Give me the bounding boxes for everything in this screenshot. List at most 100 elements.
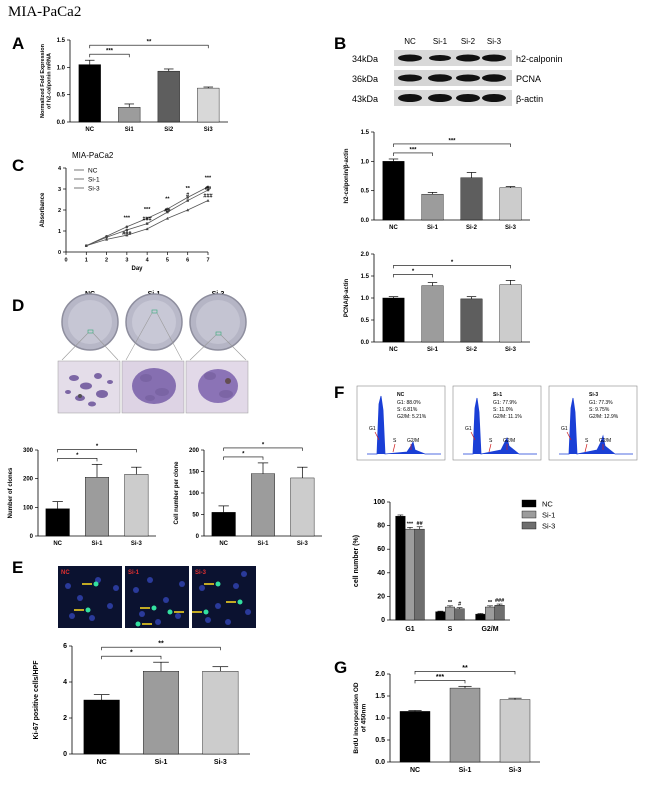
- x-tick-label: 6: [186, 258, 189, 264]
- data-point: [145, 222, 149, 225]
- hist-phase-si1-g2m: G2/M: [503, 438, 515, 444]
- y-axis-label: Number of clones: [8, 467, 14, 518]
- significance-label: #: [186, 192, 189, 198]
- y-tick-label: 1.5: [361, 130, 370, 136]
- significance-label: *: [451, 260, 454, 266]
- y-tick-label: 50: [192, 513, 199, 519]
- significance-label: ***: [124, 215, 131, 221]
- significance-bracket: [57, 449, 137, 453]
- data-point: [125, 233, 129, 237]
- y-tick-label: 1.0: [361, 296, 370, 302]
- y-tick-label: 0.0: [57, 120, 66, 126]
- blot-header-si2: Si-2: [461, 37, 476, 46]
- x-tick-label: Si-1: [91, 541, 103, 547]
- histogram-nc: NC G1: 88.0% S: 6.81% G2/M: 5.21% G1 S G…: [356, 385, 446, 461]
- x-tick-label: Si3: [204, 127, 214, 133]
- legend-swatch: [521, 521, 537, 530]
- blot-kda-3: 43kDa: [352, 94, 378, 104]
- bar: [460, 177, 483, 221]
- hist-stat-si3-g2m: G2/M: 12.9%: [589, 414, 619, 420]
- hist-stat-nc-g1: G1: 88.0%: [397, 400, 421, 406]
- x-tick-label: NC: [53, 541, 62, 547]
- chart-f: 0 20 40 60 80 100 cell number (%) *** ## G1 ** # S **…: [353, 499, 555, 633]
- hist-phase-nc-g1: G1: [369, 426, 376, 432]
- legend-label: Si-1: [88, 177, 100, 184]
- chart-c: 0 1 2 3 4 Absorbance 0 1 2 3 4 5 6 7 Day MIA-PaCa2 NC Si-…: [40, 151, 213, 272]
- significance-label: *: [242, 451, 245, 457]
- bar: [435, 611, 446, 621]
- bar: [421, 285, 444, 343]
- panel-letter-d: D: [12, 296, 25, 315]
- hist-title-si1: Si-1: [493, 392, 502, 398]
- bar: [382, 297, 405, 343]
- colony-images: NC Si-1 Si-3: [50, 286, 250, 416]
- x-tick-label: 5: [166, 258, 169, 264]
- y-axis-label: BrdU incorporation OD: [353, 682, 360, 753]
- y-tick-label: 0.5: [361, 189, 370, 195]
- significance-label: ###: [203, 193, 212, 199]
- significance-bracket: [414, 680, 466, 684]
- image-label-si1: Si-1: [128, 570, 140, 576]
- significance-label: ***: [409, 147, 417, 153]
- y-tick-label: 100: [189, 491, 200, 497]
- significance-label: *: [262, 442, 265, 448]
- bar: [494, 605, 505, 621]
- significance-bracket: [393, 152, 433, 156]
- chart-d2: 0 50 100 150 200 Cell number per clone NC Si-1 S…: [174, 442, 322, 547]
- blot-kda-1: 34kDa: [352, 54, 378, 64]
- blot-name-1: h2-calponin: [516, 54, 563, 64]
- x-tick-label: NC: [97, 759, 107, 766]
- x-tick-label: Si2: [164, 127, 174, 133]
- y-tick-label: 1.5: [57, 38, 66, 44]
- data-point: [206, 199, 210, 202]
- data-point: [166, 210, 169, 214]
- histogram-si3: Si-3 G1: 77.3% S: 9.75% G2/M: 12.9% G1 S…: [548, 385, 638, 461]
- legend-label: Si-1: [542, 511, 555, 520]
- significance-label: ***: [144, 207, 151, 213]
- hist-stat-nc-g2m: G2/M: 5.21%: [397, 414, 427, 420]
- blot-strip-beta-actin: [394, 90, 512, 106]
- bar: [405, 528, 416, 621]
- significance-label: ***: [106, 49, 114, 55]
- data-point: [105, 236, 108, 239]
- legend-label: Si-3: [88, 186, 100, 193]
- x-tick-label: Si-2: [466, 347, 478, 353]
- chart-a: 0.0 0.5 1.0 1.5 Normalized Fold Expression of…: [40, 38, 228, 133]
- hist-phase-si3-g2m: G2/M: [599, 438, 611, 444]
- significance-label: ##: [205, 186, 211, 192]
- significance-label: *: [412, 269, 415, 275]
- bar: [382, 161, 405, 221]
- panel-letter-c: C: [12, 156, 25, 175]
- hist-stat-si1-s: S: 11.0%: [493, 407, 513, 413]
- bar: [499, 187, 522, 221]
- bar: [421, 193, 444, 221]
- significance-label: #: [458, 602, 461, 608]
- ki67-images: NC Si-1 Si-3: [58, 566, 258, 628]
- figure-title: MIA-PaCa2: [8, 4, 82, 20]
- hist-stat-si1-g2m: G2/M: 11.1%: [493, 414, 522, 420]
- significance-bracket: [89, 53, 130, 58]
- hist-phase-si3-s: S: [585, 438, 589, 444]
- legend-label: NC: [542, 500, 553, 509]
- data-point: [166, 207, 169, 211]
- chart-title: MIA-PaCa2: [72, 151, 114, 160]
- x-tick-label: NC: [389, 347, 398, 353]
- hist-stat-si3-s: S: 9.75%: [589, 407, 610, 413]
- x-tick-label: 1: [85, 258, 88, 264]
- significance-label: **: [448, 600, 453, 606]
- data-point: [84, 244, 88, 247]
- hist-title-nc: NC: [397, 392, 405, 398]
- bar: [124, 474, 149, 537]
- significance-bracket: [223, 447, 303, 451]
- significance-label: *: [96, 444, 99, 450]
- bar: [78, 64, 101, 123]
- cell-cycle-histograms: NC G1: 88.0% S: 6.81% G2/M: 5.21% G1 S G…: [355, 384, 645, 464]
- significance-bracket: [57, 458, 98, 462]
- hist-stat-si1-g1: G1: 77.9%: [493, 400, 517, 406]
- hist-phase-nc-s: S: [393, 438, 397, 444]
- significance-label: **: [462, 665, 468, 672]
- bar: [250, 473, 275, 537]
- y-tick-label: 2.0: [375, 671, 385, 678]
- image-label-si3: Si-3: [195, 570, 207, 576]
- y-tick-label: 0.5: [375, 737, 385, 744]
